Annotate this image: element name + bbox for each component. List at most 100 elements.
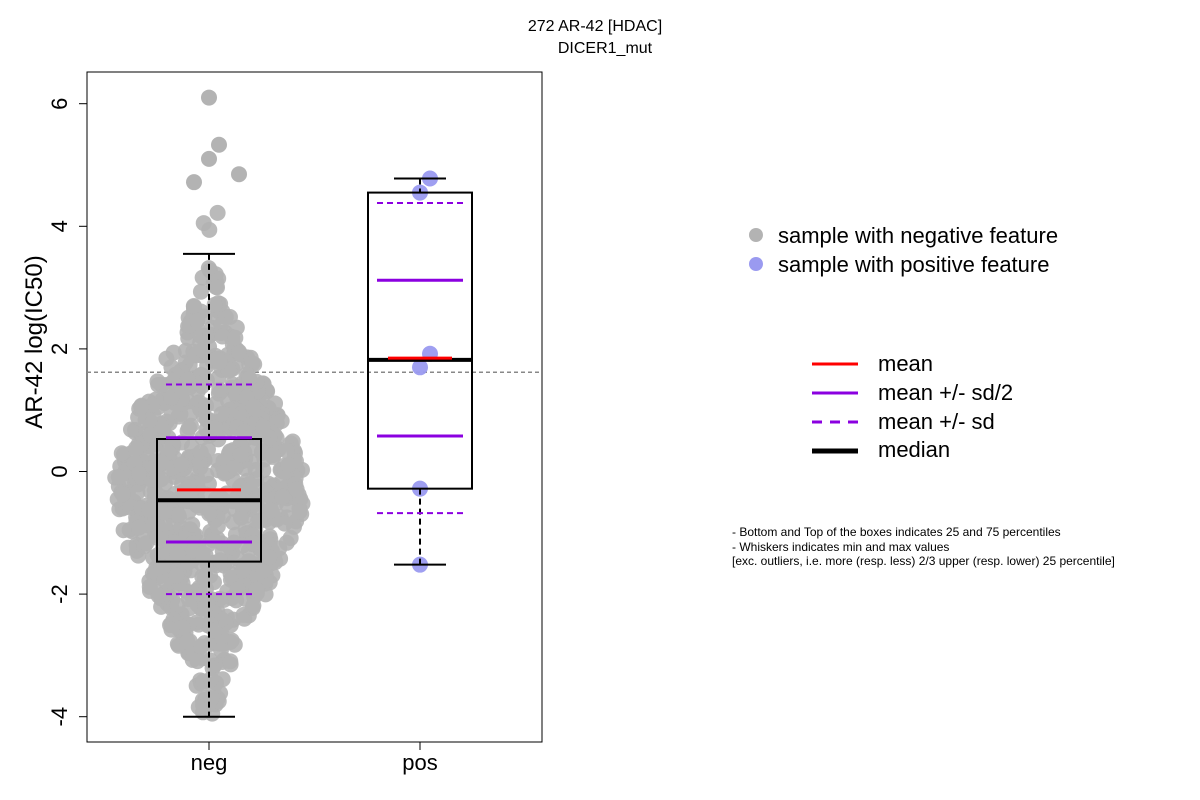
data-point [184,651,201,668]
legend-label-sd: mean +/- sd [878,409,995,434]
data-point [222,653,239,670]
data-point [141,501,158,518]
data-point [129,484,146,501]
data-point [189,312,206,329]
data-point [212,552,229,569]
chart-title-line-2: DICER1_mut [557,40,653,57]
y-tick-label: 2 [47,343,72,355]
legend-label-negative: sample with negative feature [778,223,1059,248]
data-point [267,395,284,412]
data-point [214,328,231,345]
data-point [213,406,230,423]
data-point [122,421,139,438]
data-point [131,465,148,482]
data-point [261,549,278,566]
data-point [203,670,220,687]
data-point [168,567,185,584]
data-point [179,633,196,650]
data-point [186,174,202,191]
data-point [236,610,253,627]
data-point [232,446,249,463]
note-line-1: - Bottom and Top of the boxes indicates … [732,525,1061,539]
data-point [185,298,202,315]
data-point [173,456,190,473]
data-point [209,204,226,221]
data-point [165,344,182,361]
y-tick-label: 6 [47,98,72,110]
note-line-3: [exc. outliers, i.e. more (resp. less) 2… [732,554,1115,568]
data-point [254,418,271,435]
data-point [182,417,199,434]
data-point [211,136,227,153]
data-point [198,397,215,414]
x-tick-label: neg [191,750,228,775]
data-point [412,359,428,376]
data-point [193,638,210,655]
data-point [163,403,180,420]
y-axis-label: AR-42 log(IC50) [21,255,48,428]
data-point [133,398,150,415]
data-point [282,530,299,547]
data-point [213,316,230,333]
data-point [278,442,295,459]
data-point [196,570,213,587]
y-tick-label: -2 [47,584,72,604]
data-point [265,447,282,464]
data-point [280,457,297,474]
data-point [199,441,216,458]
data-point [255,562,272,579]
data-point [142,426,159,443]
note-line-2: - Whiskers indicates min and max values [732,540,950,554]
data-point [156,572,173,589]
data-point [120,539,137,556]
data-point [192,283,209,300]
data-point [231,479,248,496]
data-point [198,467,215,484]
data-point [201,505,218,522]
data-point [163,621,180,638]
data-point [150,587,167,604]
box-iqr [367,191,473,490]
data-point [180,479,197,496]
data-point [201,89,217,106]
data-point [232,509,249,526]
data-point [212,641,229,658]
data-point [248,581,265,598]
data-point [130,519,147,536]
data-point [209,279,226,296]
data-point [170,506,187,523]
data-point [127,440,144,457]
y-tick-label: -4 [47,707,72,727]
legend-label-median: median [878,437,951,462]
data-point [235,562,252,579]
data-point [180,591,197,608]
data-point [110,468,127,485]
data-point [251,512,268,529]
data-point [244,535,261,552]
data-point [201,150,217,167]
data-point [227,459,244,476]
data-point [207,419,224,436]
data-point [291,503,308,520]
data-point [194,342,211,359]
data-point [263,502,280,519]
plot-frame [86,71,543,743]
data-point [241,370,258,387]
data-point [206,296,223,313]
legend-label-mean: mean [878,351,934,376]
data-point [167,366,184,383]
legend-label-half-sd: mean +/- sd/2 [878,380,1014,405]
data-point [182,405,199,422]
y-tick-label: 0 [47,465,72,477]
legend-marker-positive [749,257,763,271]
y-tick-label: 4 [47,220,72,232]
data-point [174,383,191,400]
data-point [205,532,222,549]
data-point [190,699,207,716]
data-point [276,515,293,532]
data-point [288,481,305,498]
data-point [211,381,228,398]
data-point [199,596,216,613]
data-point [274,488,291,505]
